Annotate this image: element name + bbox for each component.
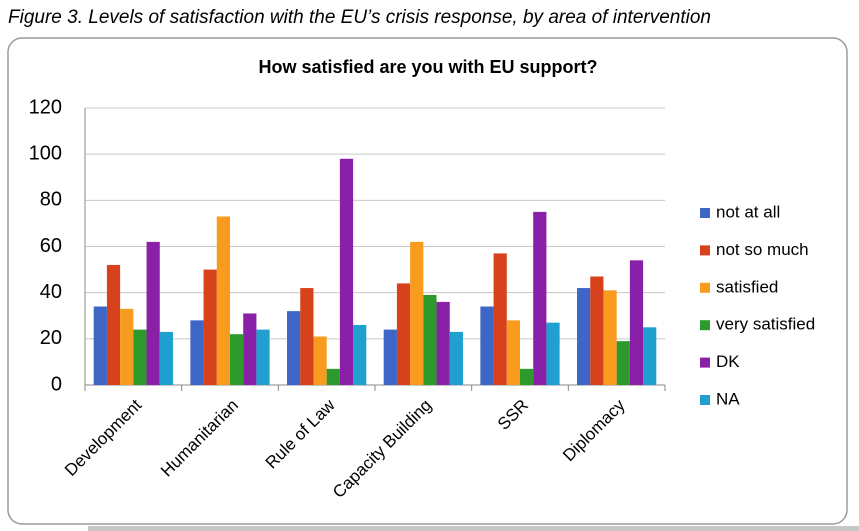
- y-tick-label: 80: [40, 189, 62, 211]
- bar: [493, 253, 507, 385]
- chart-frame: [7, 37, 848, 525]
- x-tick-label: SSR: [494, 396, 532, 434]
- bar: [93, 306, 107, 385]
- y-tick-label: 20: [40, 327, 62, 349]
- bar: [436, 301, 450, 385]
- bar: [506, 320, 520, 385]
- bar: [449, 331, 463, 385]
- bar: [339, 158, 354, 385]
- bar: [629, 260, 644, 385]
- bar: [590, 276, 604, 385]
- bar: [146, 241, 160, 385]
- x-tick-label: Capacity Building: [329, 396, 435, 502]
- x-tick-label: Humanitarian: [157, 396, 242, 481]
- y-tick-label: 60: [40, 235, 62, 257]
- legend-label: very satisfied: [716, 315, 815, 334]
- legend-swatch: [700, 357, 710, 368]
- bar: [287, 311, 301, 385]
- bar: [383, 329, 397, 385]
- x-tick-label: Diplomacy: [559, 395, 629, 465]
- bar: [353, 324, 367, 385]
- bar: [120, 308, 134, 385]
- bar: [313, 336, 327, 385]
- legend-label: DK: [716, 352, 740, 371]
- bar: [159, 331, 173, 385]
- bar: [616, 341, 630, 385]
- bar: [577, 288, 591, 385]
- bar: [106, 264, 121, 385]
- legend-label: NA: [716, 389, 740, 408]
- bar: [133, 329, 147, 385]
- bar: [643, 327, 657, 385]
- legend-swatch: [700, 245, 710, 256]
- legend-swatch: [700, 320, 710, 331]
- bar: [300, 288, 314, 385]
- y-tick-label: 40: [40, 281, 62, 303]
- figure-caption: Figure 3. Levels of satisfaction with th…: [8, 7, 711, 28]
- x-tick-label: Development: [61, 395, 145, 479]
- y-tick-label: 120: [29, 96, 62, 118]
- y-tick-label: 100: [29, 142, 62, 164]
- legend-swatch: [700, 395, 710, 405]
- bar: [230, 334, 244, 385]
- bar: [190, 320, 204, 385]
- bar: [243, 313, 257, 385]
- bar: [216, 216, 230, 385]
- bar: [480, 306, 494, 385]
- scrollbar: [88, 526, 859, 531]
- legend-label: not at all: [716, 202, 780, 221]
- chart-title: How satisfied are you with EU support?: [258, 57, 597, 77]
- bar: [396, 283, 411, 385]
- bar: [546, 322, 560, 385]
- bar: [203, 269, 217, 385]
- bar: [423, 294, 437, 385]
- bar: [603, 290, 617, 385]
- legend-swatch: [700, 282, 710, 293]
- bar: [326, 368, 340, 385]
- legend-label: not so much: [716, 240, 809, 259]
- x-tick-label: Rule of Law: [262, 395, 339, 472]
- y-tick-label: 0: [51, 373, 62, 395]
- legend-swatch: [700, 208, 710, 218]
- bar: [520, 368, 534, 385]
- legend-label: satisfied: [716, 277, 778, 296]
- bar: [410, 241, 424, 385]
- bar: [533, 211, 547, 385]
- bar: [256, 329, 270, 385]
